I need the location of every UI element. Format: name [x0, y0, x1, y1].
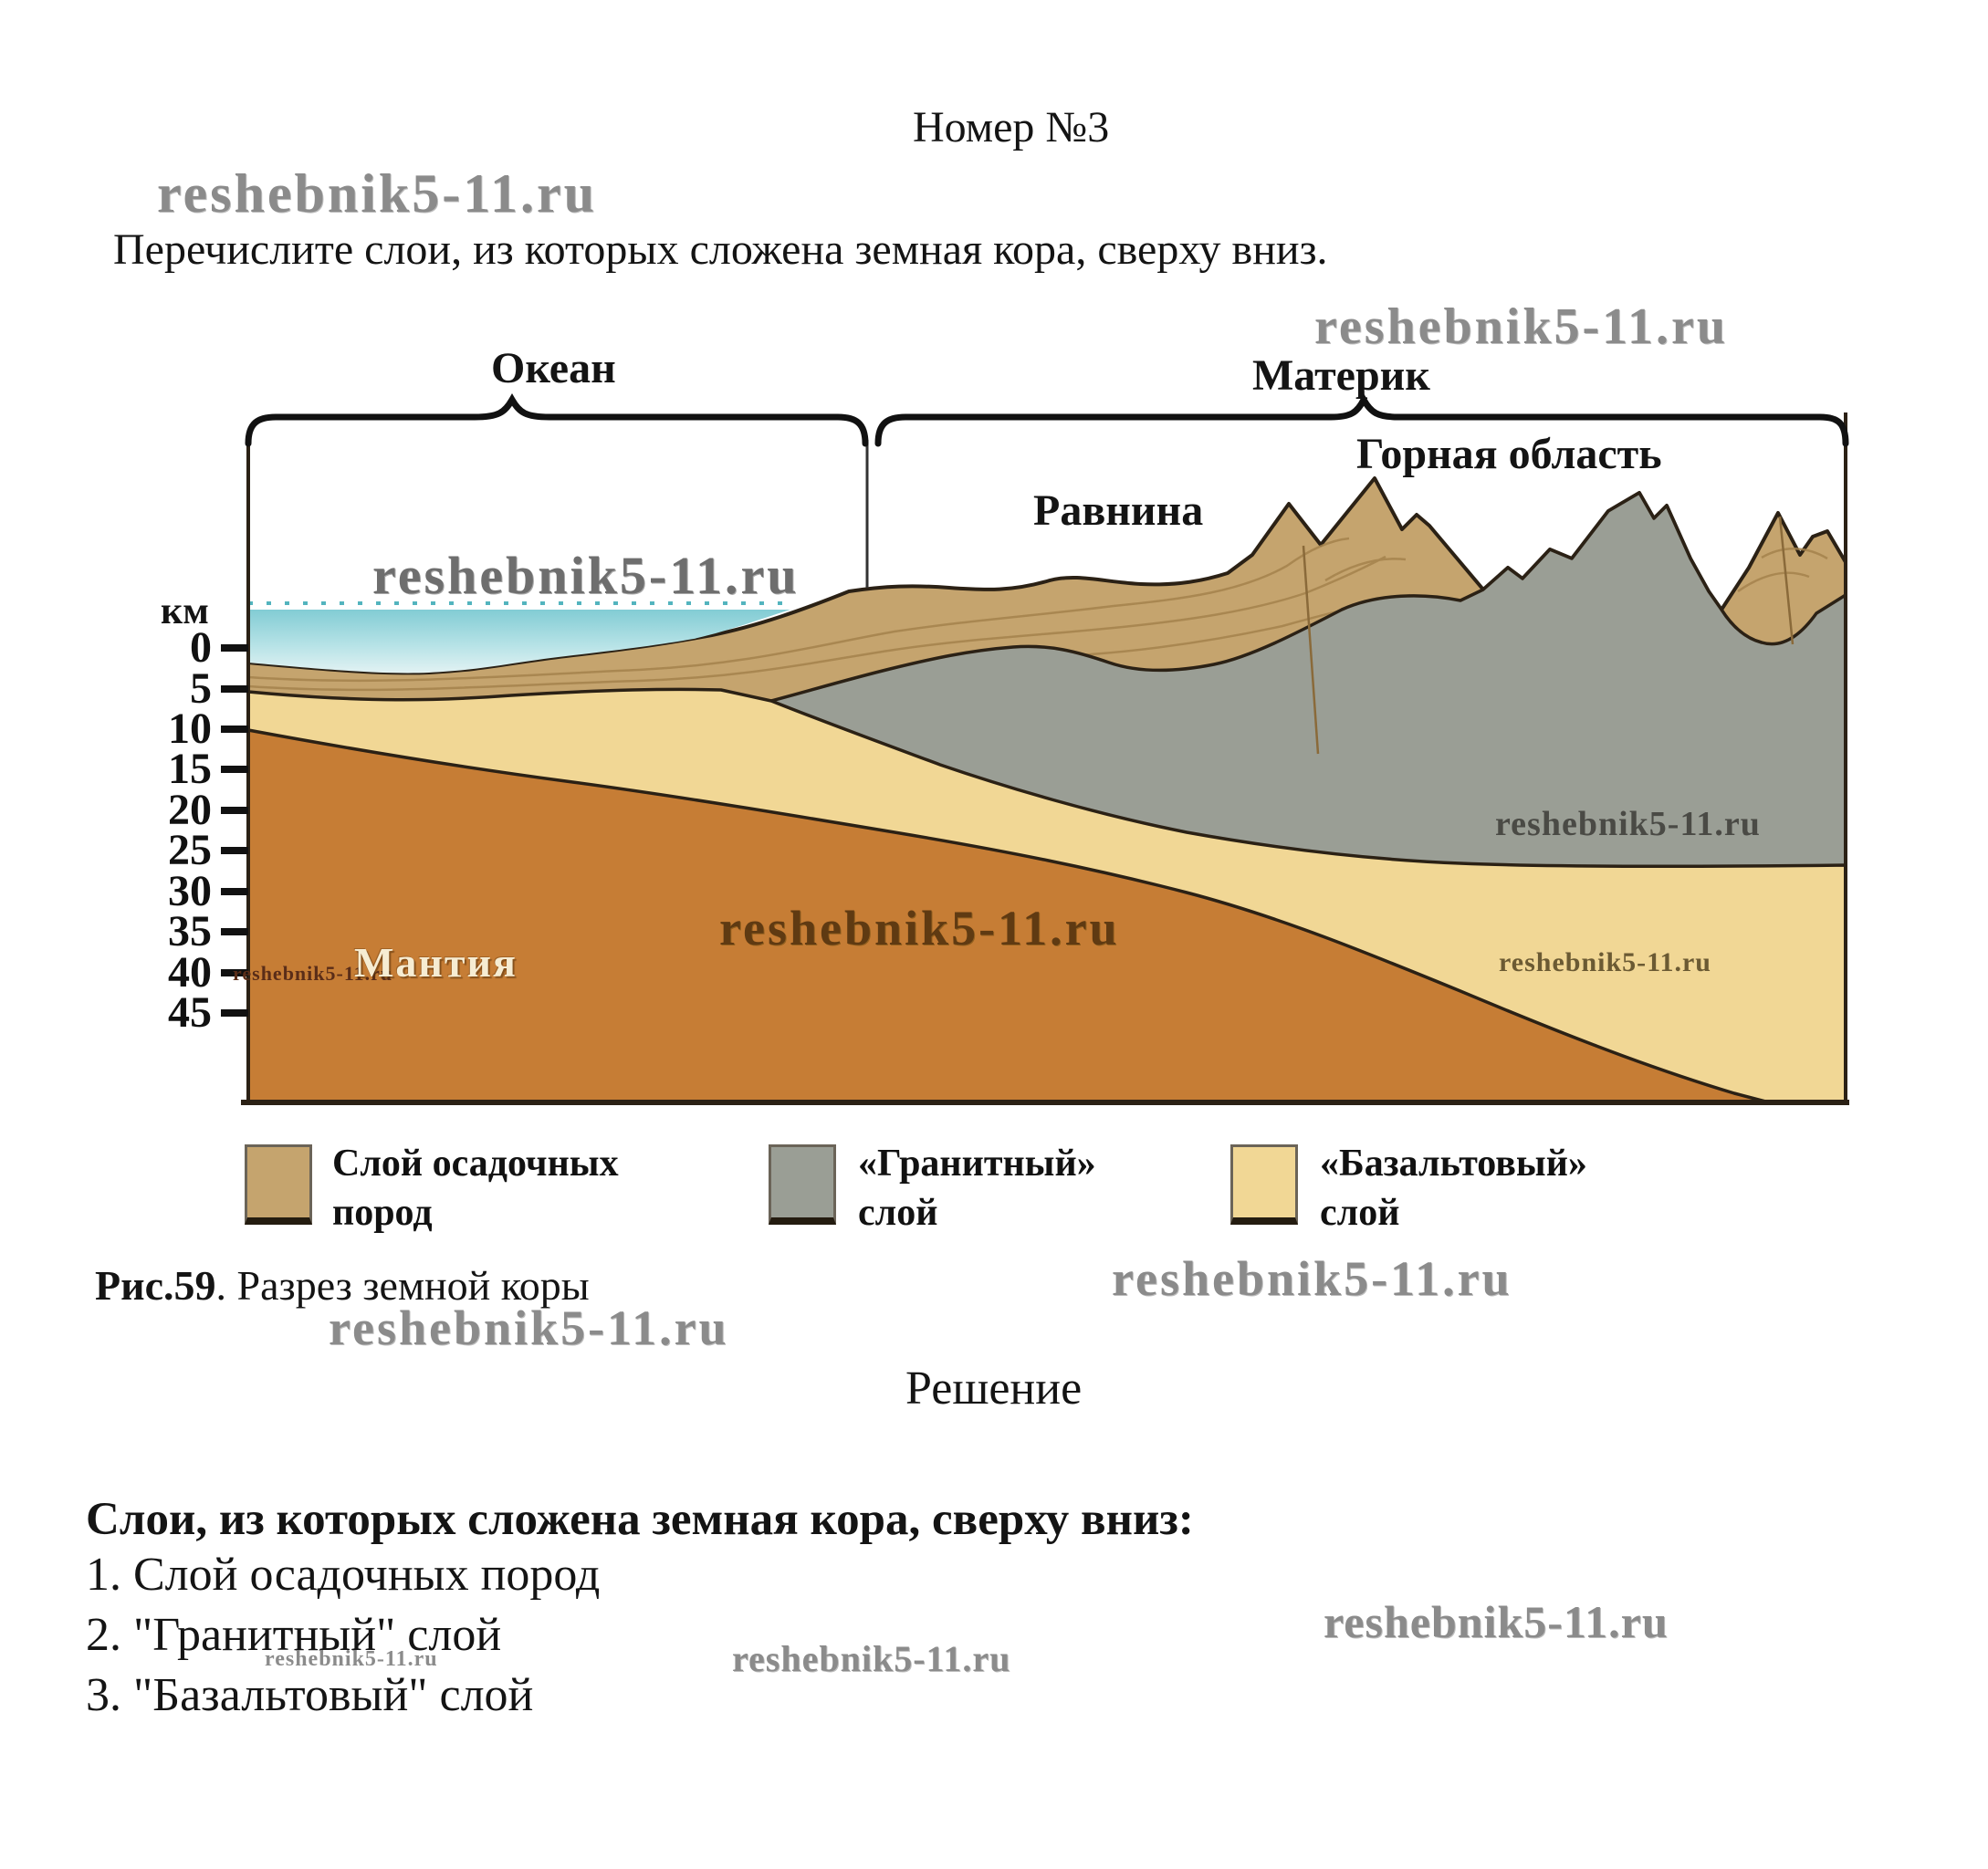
watermark-ocean: reshebnik5-11.ru	[372, 546, 800, 605]
legend-label-line: «Гранитный»	[858, 1143, 1096, 1185]
figure-label-mantle: Мантия	[354, 939, 518, 986]
axis-tick-label: 10	[168, 705, 212, 753]
legend-label-line: слой	[1320, 1192, 1400, 1234]
axis-tick-label: 20	[168, 786, 212, 834]
fault-lines	[1302, 516, 1794, 755]
watermark-mantle: reshebnik5-11.ru	[719, 901, 1120, 955]
watermark-caption-right: reshebnik5-11.ru	[1112, 1251, 1512, 1306]
answer-item-2: 2. "Гранитный" слой	[86, 1609, 502, 1661]
legend-label-line: пород	[332, 1192, 433, 1234]
watermark-top-left: reshebnik5-11.ru	[157, 163, 597, 224]
answer-item-1: 1. Слой осадочных пород	[86, 1549, 601, 1601]
mantle-layer	[246, 728, 1771, 1104]
watermark-basalt: reshebnik5-11.ru	[1499, 947, 1711, 977]
figure-caption: Рис.59. Разрез земной коры	[95, 1261, 590, 1310]
figure-label-ocean: Океан	[491, 344, 616, 392]
legend-label-granite: «Гранитный» слой	[858, 1139, 1096, 1237]
watermark-bottom-middle: reshebnik5-11.ru	[732, 1638, 1011, 1679]
figure-caption-number: Рис.59	[95, 1262, 216, 1309]
axis-tick-label: 35	[168, 907, 212, 955]
continent-brace	[874, 392, 1849, 447]
legend-label-sediment: Слой осадочных пород	[332, 1139, 619, 1237]
legend-label-basalt: «Базальтовый» слой	[1320, 1139, 1587, 1237]
question-text: Перечислите слои, из которых сложена зем…	[113, 225, 1328, 274]
answer-heading: Слои, из которых сложена земная кора, св…	[86, 1494, 1194, 1545]
legend-label-line: слой	[858, 1192, 938, 1234]
watermark-bottom-right: reshebnik5-11.ru	[1324, 1596, 1669, 1647]
figure-label-plain: Равнина	[1033, 486, 1204, 535]
axis-tick-label: 15	[168, 745, 212, 793]
legend-swatch-basalt	[1230, 1144, 1298, 1225]
watermark-mantle-small: reshebnik5-11.ru	[233, 962, 393, 985]
watermark-bottom-small: reshebnik5-11.ru	[265, 1647, 438, 1671]
watermark-caption-below: reshebnik5-11.ru	[329, 1300, 729, 1355]
axis-tick-label: 25	[168, 826, 212, 874]
axis-tick-label: 5	[190, 664, 212, 713]
legend-label-line: «Базальтовый»	[1320, 1143, 1587, 1185]
axis-tick-label: 40	[168, 948, 212, 997]
legend-swatch-granite	[769, 1144, 836, 1225]
watermark-granite: reshebnik5-11.ru	[1495, 805, 1761, 843]
figure-caption-text: . Разрез земной коры	[215, 1262, 590, 1309]
legend-label-line: Слой осадочных	[332, 1143, 619, 1185]
legend-swatch-sediment	[245, 1144, 312, 1225]
ocean-brace	[245, 392, 869, 447]
answer-item-3: 3. "Базальтовый" слой	[86, 1669, 534, 1721]
page-title: Номер №3	[913, 103, 1110, 151]
axis-tick-label: 0	[190, 623, 212, 672]
figure-label-continent: Материк	[1252, 351, 1430, 400]
figure-label-mountain-region: Горная область	[1356, 430, 1662, 478]
axis-tick-label: 45	[168, 988, 212, 1037]
depth-axis-ticks	[221, 644, 248, 1017]
watermark-continent: reshebnik5-11.ru	[1314, 298, 1729, 355]
solution-header: Решение	[905, 1363, 1083, 1415]
ocean-water	[248, 610, 790, 673]
axis-tick-label: 30	[168, 867, 212, 915]
axis-unit-label: км	[161, 590, 209, 632]
